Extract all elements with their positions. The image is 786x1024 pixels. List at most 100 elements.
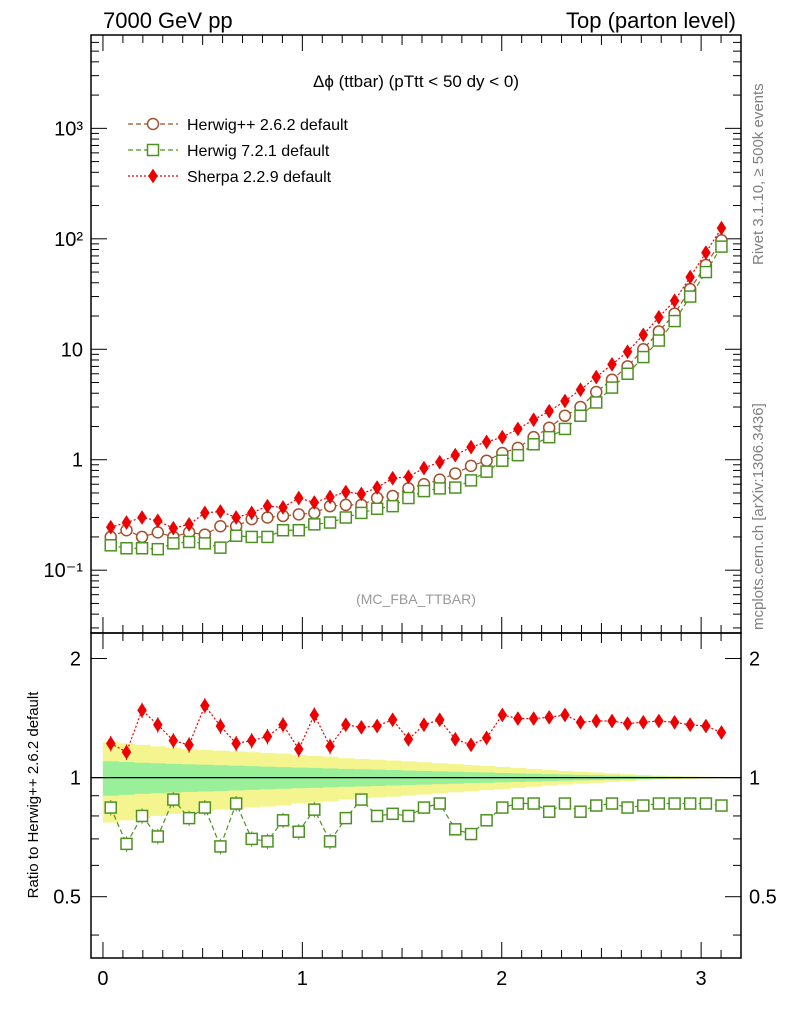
ratio-data-point (356, 719, 367, 735)
ratio-data-point (669, 714, 680, 730)
ratio-y-tick-label-right: 0.5 (749, 887, 777, 909)
inner-band-bin (102, 761, 120, 796)
data-point (558, 409, 572, 423)
data-point (231, 510, 241, 525)
ratio-data-point (403, 731, 414, 747)
ratio-data-point (339, 811, 353, 825)
ratio-series-line (110, 798, 722, 849)
data-point (716, 220, 727, 236)
data-point (449, 467, 462, 480)
ratio-y-tick-label-left: 1 (70, 768, 81, 790)
ratio-series-diamond-1 (105, 698, 727, 761)
ratio-data-point (231, 735, 241, 751)
data-point (513, 421, 523, 437)
ratio-data-point (464, 827, 478, 841)
data-point (621, 367, 634, 381)
ratio-data-point (466, 737, 476, 753)
ratio-data-point (575, 714, 586, 730)
ratio-data-point (105, 735, 116, 751)
main-plot-title: Δϕ (ttbar) (pTtt < 50 dy < 0) (313, 72, 519, 91)
ratio-uncertainty-bands (102, 742, 730, 823)
ratio-data-point (591, 713, 602, 729)
ratio-data-point (716, 725, 727, 740)
data-point (386, 489, 399, 503)
data-point (575, 382, 586, 398)
rivet-version-label: Rivet 3.1.10, ≥ 500k events (750, 83, 767, 265)
x-tick-label: 0 (97, 968, 108, 990)
header-process-label: Top (parton level) (566, 8, 736, 33)
ratio-data-point (341, 717, 351, 733)
data-point (560, 393, 570, 409)
data-point (293, 490, 304, 506)
data-point (214, 541, 227, 554)
main-y-tick-label: 10⁻¹ (44, 560, 84, 582)
data-point (528, 412, 539, 428)
data-point (105, 519, 116, 535)
data-point (699, 265, 713, 279)
series-line (110, 239, 722, 538)
data-point (544, 403, 554, 419)
ratio-data-point (120, 837, 133, 851)
data-point (701, 245, 711, 261)
ratio-data-point (480, 814, 493, 827)
ratio-data-point (652, 797, 666, 810)
inner-band-bin (134, 762, 151, 794)
ratio-data-point (184, 737, 194, 753)
data-point (151, 526, 165, 539)
data-point (120, 541, 133, 555)
x-tick-label: 1 (297, 968, 308, 990)
inner-band-bin (118, 762, 135, 795)
ratio-data-point (527, 797, 540, 810)
data-point (622, 344, 633, 360)
data-point (574, 409, 587, 423)
ratio-y-tick-label-left: 2 (70, 649, 81, 671)
inner-band-bin (149, 763, 167, 794)
ratio-data-point (513, 711, 523, 727)
data-point (637, 350, 650, 364)
data-point (356, 486, 367, 502)
data-point (246, 505, 257, 521)
data-point (589, 396, 603, 409)
ratio-y-axis-label: Ratio to Herwig++ 2.6.2 default (25, 691, 42, 899)
ratio-data-point (214, 840, 227, 853)
data-point (402, 491, 415, 505)
data-point (214, 519, 227, 533)
data-point (121, 515, 132, 531)
ratio-data-point (182, 811, 196, 825)
ratio-data-point (293, 741, 304, 757)
legend: Herwig++ 2.6.2 default Herwig 7.2.1 defau… (128, 117, 349, 186)
data-point (480, 454, 493, 467)
main-series-group (104, 220, 728, 556)
ratio-data-point (528, 711, 539, 727)
main-y-ticks: 10⁻¹ 1 10 10² 10³ (44, 34, 741, 629)
ratio-data-point (229, 797, 243, 810)
ratio-data-point (605, 797, 619, 810)
ratio-data-point (262, 729, 273, 744)
ratio-data-point (245, 832, 258, 846)
ratio-y-ticks: 0.5 0.5 1 1 2 2 (53, 649, 777, 936)
data-point (449, 481, 462, 494)
series-diamond-2 (105, 220, 727, 536)
ratio-data-point (276, 814, 290, 827)
ratio-data-point (200, 698, 210, 714)
data-point (184, 516, 194, 532)
main-y-tick-label: 10 (61, 339, 83, 361)
ratio-data-point (685, 717, 695, 733)
data-point (355, 506, 368, 520)
data-point (309, 495, 320, 510)
series-line (110, 227, 722, 529)
ratio-data-point (607, 713, 617, 729)
ratio-data-point (544, 709, 554, 725)
data-point (104, 539, 117, 552)
ratio-data-point (355, 793, 368, 806)
data-point (339, 511, 353, 524)
series-line (110, 246, 722, 550)
mcplots-source-label: mcplots.cern.ch [arXiv:1306.3436] (750, 403, 767, 630)
data-point (137, 510, 147, 525)
legend-marker (148, 168, 158, 184)
ratio-data-point (558, 797, 572, 810)
data-point (683, 290, 697, 303)
ratio-data-point (402, 809, 415, 823)
main-y-tick-label: 1 (72, 450, 83, 472)
